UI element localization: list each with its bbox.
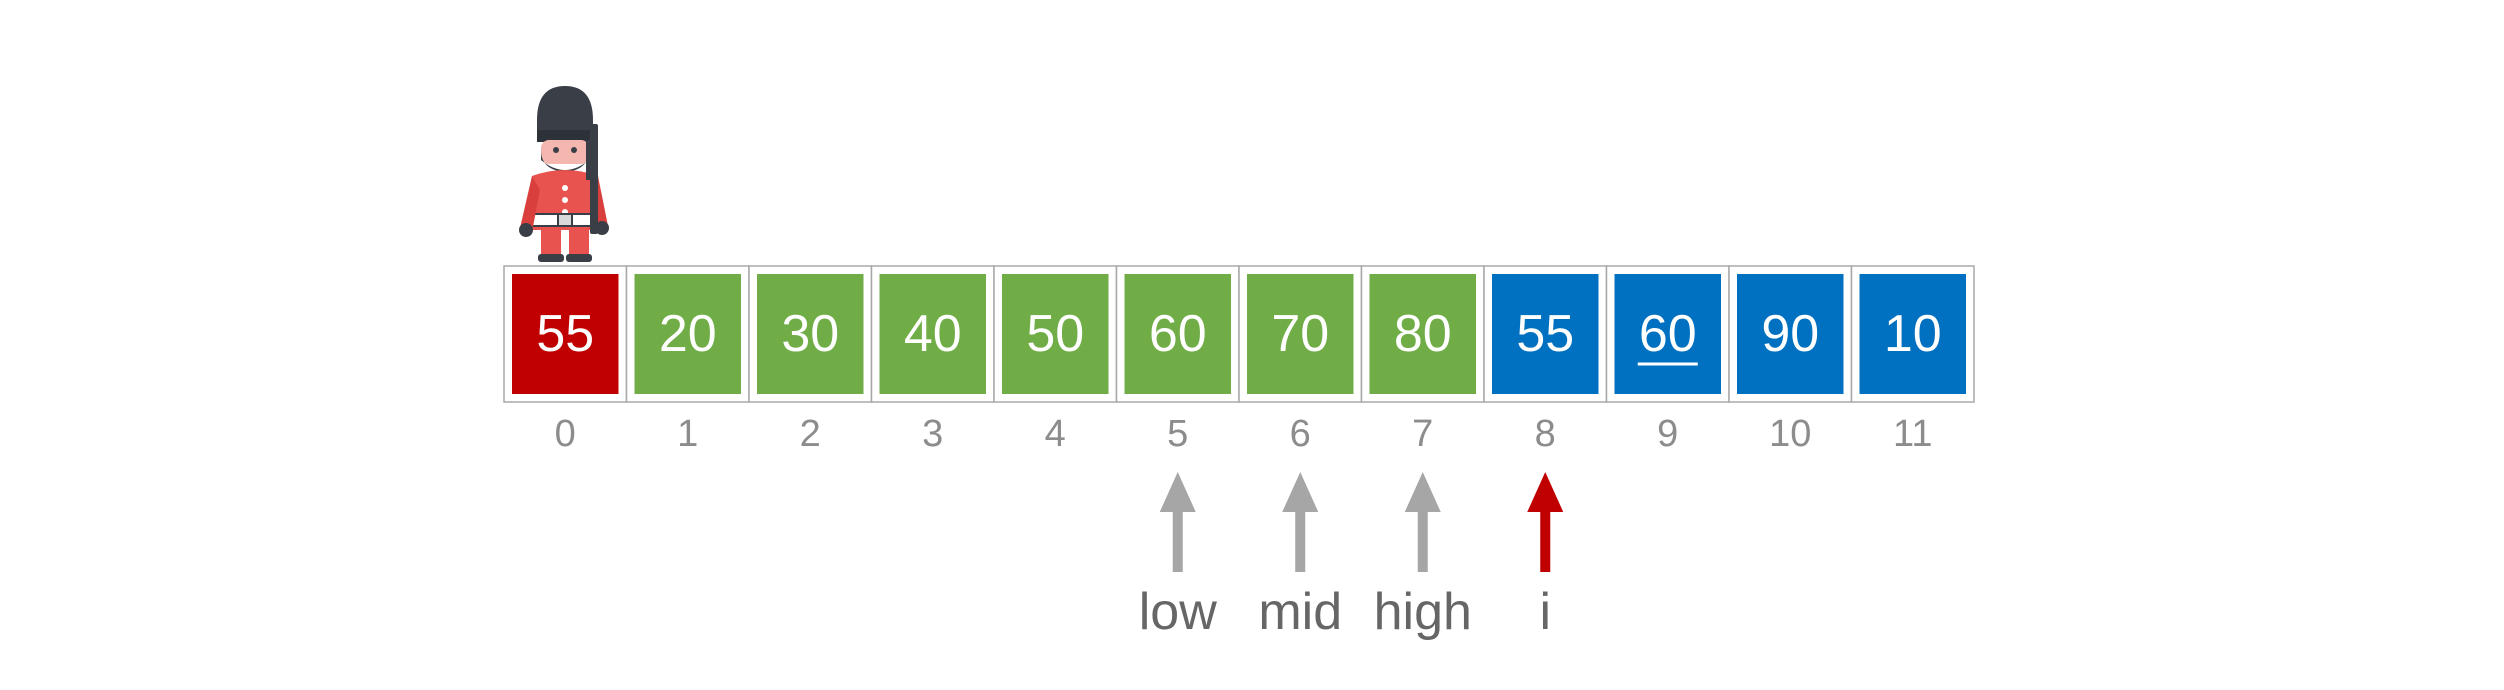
index-label: 9 <box>1657 413 1678 455</box>
index-label: 4 <box>1045 413 1066 455</box>
array-cell: 20 <box>625 265 750 403</box>
pointer-label: low <box>1139 583 1217 641</box>
sorted-cell-fill <box>1247 274 1354 394</box>
sorted-cell-fill <box>879 274 986 394</box>
pointer-label: high <box>1374 583 1472 641</box>
sorted-cell-fill <box>1124 274 1231 394</box>
up-arrow-icon <box>1282 472 1319 572</box>
sentinel-cell-fill <box>512 274 619 394</box>
index-label: 2 <box>800 413 821 455</box>
array-cell: 55 <box>1483 265 1608 403</box>
unsorted-cell-fill <box>1737 274 1844 394</box>
index-label: 8 <box>1535 413 1556 455</box>
array-cell: 40 <box>870 265 995 403</box>
array-cell: 10 <box>1850 265 1975 403</box>
array-cell: 50 <box>993 265 1118 403</box>
pointers: low mid high i <box>1139 472 1564 641</box>
index-label: 11 <box>1893 413 1932 455</box>
cell-value: 55 <box>1516 305 1574 363</box>
sorted-cell-fill <box>1002 274 1109 394</box>
pointer-label: mid <box>1258 583 1342 641</box>
pointer-i: i <box>1527 472 1564 641</box>
cell-value: 40 <box>904 305 962 363</box>
cell-value: 80 <box>1394 305 1452 363</box>
cell-value: 50 <box>1026 305 1084 363</box>
array-cell: 60 <box>1115 265 1240 403</box>
sorted-cell-fill <box>1369 274 1476 394</box>
up-arrow-icon <box>1527 472 1564 572</box>
index-label: 5 <box>1167 413 1188 455</box>
unsorted-cell-fill <box>1859 274 1966 394</box>
cell-value: 10 <box>1884 305 1942 363</box>
index-label: 3 <box>922 413 943 455</box>
cell-value: 70 <box>1271 305 1329 363</box>
array-cell: 60 <box>1605 265 1730 403</box>
cell-value: 60 <box>1639 305 1697 363</box>
sorted-cell-fill <box>757 274 864 394</box>
index-label: 1 <box>677 413 698 455</box>
cell-value: 60 <box>1149 305 1207 363</box>
index-label: 10 <box>1769 413 1811 455</box>
royal-guard-icon <box>519 86 609 262</box>
array-cells: 55 20 30 40 50 60 70 80 55 60 90 10 <box>503 265 1975 403</box>
array-cell: 30 <box>748 265 873 403</box>
pointer-label: i <box>1539 583 1551 641</box>
pointer-mid: mid <box>1258 472 1342 641</box>
unsorted-cell-fill <box>1614 274 1721 394</box>
up-arrow-icon <box>1159 472 1196 572</box>
cell-value: 30 <box>781 305 839 363</box>
array-cell: 70 <box>1238 265 1363 403</box>
pointer-high: high <box>1374 472 1472 641</box>
up-arrow-icon <box>1404 472 1441 572</box>
pointer-low: low <box>1139 472 1217 641</box>
cell-value: 90 <box>1761 305 1819 363</box>
array-cell: 80 <box>1360 265 1485 403</box>
unsorted-cell-fill <box>1492 274 1599 394</box>
array-cell: 55 <box>503 265 628 403</box>
index-label: 7 <box>1412 413 1433 455</box>
cell-value: 55 <box>536 305 594 363</box>
cell-value: 20 <box>659 305 717 363</box>
index-label: 6 <box>1290 413 1311 455</box>
index-label: 0 <box>555 413 576 455</box>
array-cell: 90 <box>1728 265 1853 403</box>
sorted-cell-fill <box>634 274 741 394</box>
array-indices: 0 1 2 3 4 5 6 7 8 9 10 11 <box>555 413 1933 455</box>
